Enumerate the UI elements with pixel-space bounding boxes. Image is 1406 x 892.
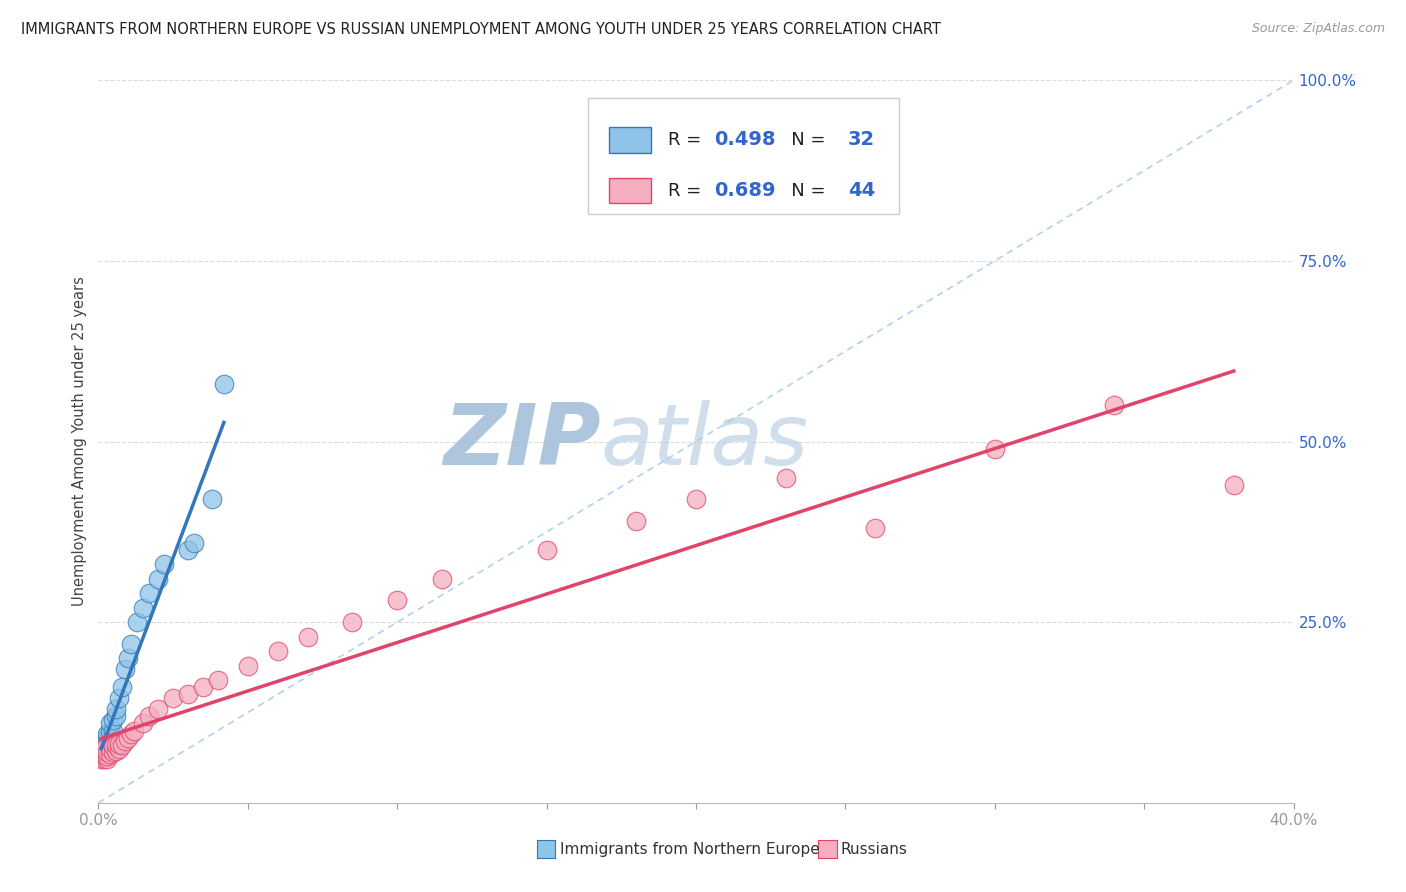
- Point: [114, 662, 136, 676]
- Point: [865, 521, 887, 535]
- FancyBboxPatch shape: [589, 98, 900, 214]
- Text: N =: N =: [773, 182, 831, 200]
- Point: [93, 752, 115, 766]
- Text: 44: 44: [848, 181, 875, 201]
- Point: [90, 745, 112, 759]
- Point: [132, 716, 155, 731]
- Point: [96, 727, 118, 741]
- Point: [105, 744, 128, 758]
- Point: [297, 630, 319, 644]
- Text: IMMIGRANTS FROM NORTHERN EUROPE VS RUSSIAN UNEMPLOYMENT AMONG YOUTH UNDER 25 YEA: IMMIGRANTS FROM NORTHERN EUROPE VS RUSSI…: [21, 22, 941, 37]
- Text: R =: R =: [668, 182, 707, 200]
- Point: [105, 738, 128, 752]
- Point: [103, 713, 125, 727]
- Point: [105, 709, 128, 723]
- Text: atlas: atlas: [600, 400, 808, 483]
- Point: [93, 744, 115, 758]
- Point: [177, 542, 200, 557]
- Point: [536, 542, 558, 557]
- Point: [93, 747, 115, 761]
- Point: [93, 741, 115, 756]
- Point: [98, 723, 122, 738]
- Point: [114, 734, 136, 748]
- Y-axis label: Unemployment Among Youth under 25 years: Unemployment Among Youth under 25 years: [72, 277, 87, 607]
- Point: [138, 586, 160, 600]
- Text: ZIP: ZIP: [443, 400, 600, 483]
- Point: [183, 535, 205, 549]
- Point: [96, 745, 118, 759]
- FancyBboxPatch shape: [609, 128, 651, 153]
- Point: [685, 492, 707, 507]
- Point: [108, 691, 131, 706]
- Text: 0.689: 0.689: [714, 181, 775, 201]
- Point: [93, 739, 115, 754]
- Point: [236, 658, 259, 673]
- Point: [342, 615, 364, 630]
- Point: [96, 752, 118, 766]
- Point: [117, 651, 139, 665]
- Point: [177, 687, 200, 701]
- Point: [111, 680, 134, 694]
- Point: [93, 734, 115, 748]
- Text: N =: N =: [773, 131, 831, 149]
- Point: [148, 702, 170, 716]
- Point: [148, 572, 170, 586]
- Point: [984, 442, 1007, 456]
- Text: Immigrants from Northern Europe: Immigrants from Northern Europe: [560, 842, 820, 856]
- Point: [111, 738, 134, 752]
- Text: Source: ZipAtlas.com: Source: ZipAtlas.com: [1251, 22, 1385, 36]
- Point: [105, 702, 128, 716]
- Point: [201, 492, 224, 507]
- Point: [124, 723, 146, 738]
- Point: [108, 741, 131, 756]
- Point: [385, 593, 409, 607]
- Point: [98, 734, 122, 748]
- Point: [1223, 478, 1246, 492]
- Point: [98, 747, 122, 761]
- Point: [103, 745, 125, 759]
- Point: [138, 709, 160, 723]
- Point: [1104, 398, 1126, 412]
- Point: [162, 691, 184, 706]
- Point: [90, 738, 112, 752]
- Point: [207, 673, 229, 687]
- Point: [96, 748, 118, 763]
- Point: [96, 745, 118, 759]
- Point: [626, 514, 648, 528]
- FancyBboxPatch shape: [609, 178, 651, 203]
- Point: [93, 748, 115, 763]
- Point: [98, 716, 122, 731]
- Point: [96, 738, 118, 752]
- Point: [775, 470, 797, 484]
- Point: [127, 615, 149, 630]
- Text: 0.498: 0.498: [714, 130, 775, 149]
- Point: [212, 376, 235, 391]
- Point: [103, 723, 125, 738]
- Point: [117, 731, 139, 745]
- Point: [93, 745, 115, 759]
- Point: [430, 572, 453, 586]
- Point: [90, 741, 112, 756]
- Point: [103, 739, 125, 754]
- Point: [153, 558, 176, 572]
- Point: [267, 644, 290, 658]
- Point: [96, 731, 118, 745]
- Text: R =: R =: [668, 131, 707, 149]
- Point: [90, 745, 112, 759]
- Point: [132, 600, 155, 615]
- Text: 32: 32: [848, 130, 875, 149]
- Point: [90, 748, 112, 763]
- Point: [90, 752, 112, 766]
- Point: [120, 637, 142, 651]
- Text: Russians: Russians: [841, 842, 908, 856]
- Point: [98, 741, 122, 756]
- Point: [191, 680, 214, 694]
- Point: [108, 737, 131, 751]
- Point: [120, 727, 142, 741]
